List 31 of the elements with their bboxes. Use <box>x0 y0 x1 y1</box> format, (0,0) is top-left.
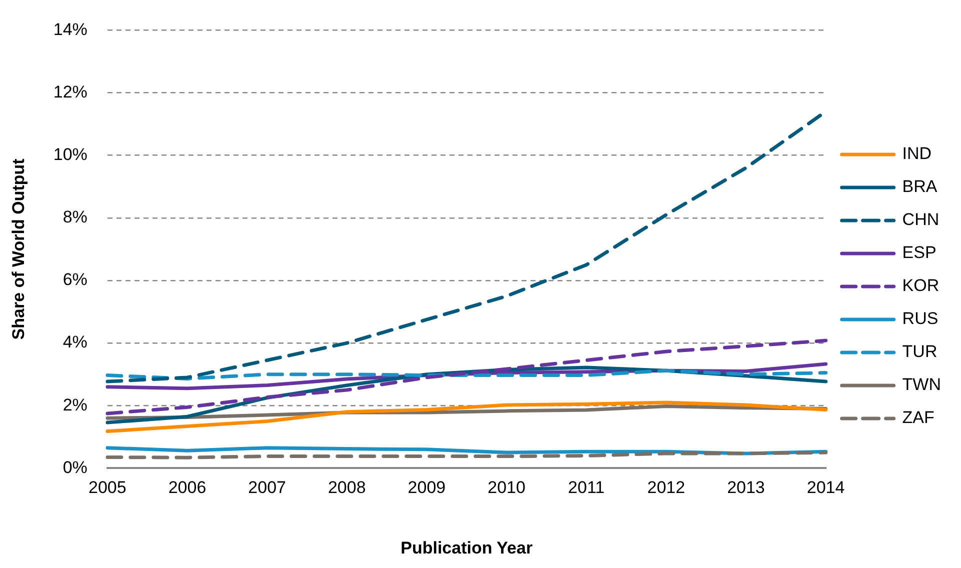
legend-label: CHN <box>902 210 940 230</box>
x-tick-label: 2013 <box>727 478 765 498</box>
line-series <box>106 338 828 416</box>
y-tick-label: 14% <box>53 20 88 39</box>
x-tick-label: 2009 <box>408 478 446 498</box>
y-tick-label: 8% <box>62 208 88 227</box>
x-tick-label: 2008 <box>328 478 366 498</box>
y-tick-label: 10% <box>53 145 88 164</box>
legend-label: TWN <box>902 375 942 394</box>
legend-label: KOR <box>902 276 940 296</box>
y-axis-title: Share of World Output <box>8 158 28 340</box>
y-tick-label: 2% <box>62 395 88 414</box>
x-tick-label: 2006 <box>168 478 206 498</box>
legend-label: BRA <box>902 177 938 196</box>
x-tick-label: 2014 <box>806 478 845 498</box>
y-tick-label: 6% <box>62 270 88 290</box>
x-tick-label: 2012 <box>647 478 686 498</box>
y-tick-label: 4% <box>62 332 88 352</box>
y-tick-label: 12% <box>53 82 88 102</box>
legend-label: RUS <box>902 309 938 328</box>
x-tick-label: 2007 <box>248 478 286 498</box>
x-tick-label: 2010 <box>488 478 526 498</box>
x-tick-label: 2005 <box>88 478 126 498</box>
legend-label: ESP <box>902 243 936 262</box>
x-tick-label: 2011 <box>568 478 605 498</box>
legend-label: IND <box>902 144 932 164</box>
legend-label: TUR <box>902 342 938 362</box>
x-axis-title: Publication Year <box>400 538 533 558</box>
legend-label: ZAF <box>902 408 934 428</box>
line-series <box>106 368 828 380</box>
y-tick-label: 0% <box>62 458 88 477</box>
